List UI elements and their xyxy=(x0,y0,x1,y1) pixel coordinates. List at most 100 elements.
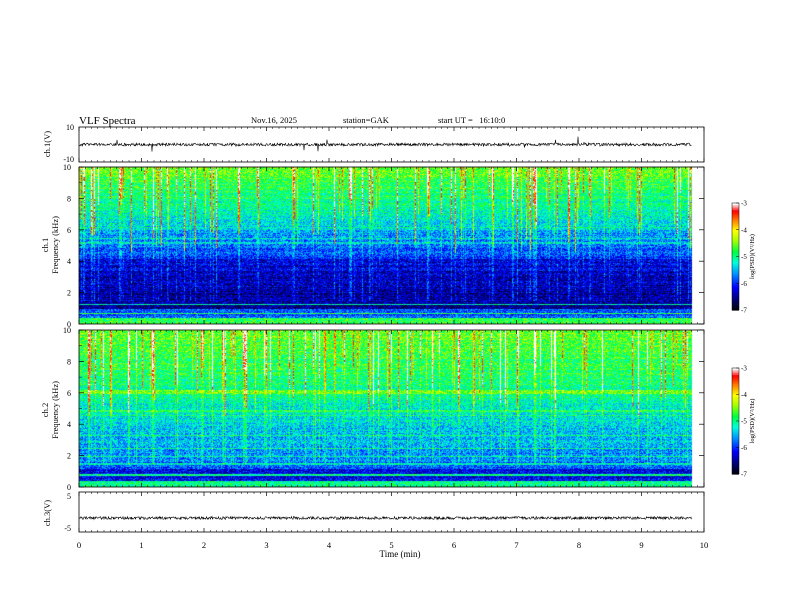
colorbar-segment xyxy=(732,447,739,450)
colorbar-tick-label: -3 xyxy=(741,200,747,208)
colorbar-segment xyxy=(732,245,739,249)
colorbar-segment xyxy=(732,206,739,209)
x-tick-label: 8 xyxy=(577,540,581,550)
colorbar-segment xyxy=(732,258,739,261)
colorbar-segment xyxy=(732,403,739,406)
colorbar-segment xyxy=(732,428,739,431)
date-label: Nov.16, 2025 xyxy=(251,115,297,125)
colorbar-segment xyxy=(732,247,739,250)
colorbar-segment xyxy=(732,227,739,231)
y-tick-label: 4 xyxy=(67,420,71,429)
y-tick-label: 8 xyxy=(67,194,71,203)
ch3-voltage-tick-top: 5 xyxy=(67,492,71,501)
ch1-voltage-trace xyxy=(78,136,692,152)
colorbar-segment xyxy=(732,304,739,308)
colorbar-segment xyxy=(732,394,739,397)
colorbar-segment xyxy=(732,445,739,449)
colorbar-segment xyxy=(732,254,739,258)
colorbar-segment xyxy=(732,383,739,387)
colorbar-segment xyxy=(732,399,739,403)
colorbar-segment xyxy=(732,389,739,392)
colorbar-segment xyxy=(732,466,739,470)
y-tick-label: 2 xyxy=(67,289,71,298)
colorbar-tick-label: -4 xyxy=(741,226,747,234)
colorbar-segment xyxy=(732,277,739,281)
colorbar-segment xyxy=(732,203,739,206)
y-tick-label: 10 xyxy=(63,326,71,335)
ch1-voltage-tick-top: 10 xyxy=(66,123,74,132)
colorbar-segment xyxy=(732,231,739,234)
colorbar-label: log(PSD)(V²/Hz) xyxy=(749,399,756,444)
colorbar-segment xyxy=(732,396,739,399)
colorbar-segment xyxy=(732,392,739,396)
colorbar-segment xyxy=(732,251,739,254)
colorbar-segment xyxy=(732,465,739,468)
colorbar-tick-label: -4 xyxy=(741,391,747,399)
colorbar-tick-label: -7 xyxy=(741,471,747,479)
colorbar-segment xyxy=(732,461,739,464)
colorbar-segment xyxy=(732,373,739,376)
colorbar-segment xyxy=(732,236,739,240)
colorbar-segment xyxy=(732,252,739,256)
x-tick-label: 2 xyxy=(202,540,206,550)
ch2-frequency-ylabel-channel: ch.2 xyxy=(40,403,50,417)
y-tick-label: 2 xyxy=(67,452,71,461)
ch1-colorbar: -3 -4 -5 -6 -7 log(PSD)(V²/Hz) xyxy=(731,200,756,315)
colorbar-segment xyxy=(732,229,739,233)
colorbar-segment xyxy=(732,208,739,211)
ch3-voltage-tick-bottom: -5 xyxy=(64,524,71,533)
colorbar-segment xyxy=(732,419,739,422)
colorbar-segment xyxy=(732,398,739,401)
colorbar-segment xyxy=(732,459,739,463)
ch1-frequency-ylabel: Frequency (kHz) xyxy=(50,216,60,274)
colorbar-segment xyxy=(732,375,739,378)
colorbar-tick-label: -6 xyxy=(741,280,747,288)
x-tick-label: 4 xyxy=(327,540,332,550)
colorbar-segment xyxy=(732,292,739,295)
colorbar-segment xyxy=(732,261,739,265)
colorbar-segment xyxy=(732,412,739,415)
colorbar-segment xyxy=(732,256,739,259)
x-tick-label: 10 xyxy=(700,540,709,550)
station-label: station=GAK xyxy=(343,115,390,125)
colorbar-segment xyxy=(732,283,739,286)
ch3-voltage-ylabel: ch.3(V) xyxy=(42,500,52,526)
colorbar-segment xyxy=(732,429,739,433)
colorbar-segment xyxy=(732,285,739,288)
colorbar-segment xyxy=(732,435,739,438)
colorbar-segment xyxy=(732,424,739,427)
colorbar-segment xyxy=(732,401,739,404)
x-tick-label: 0 xyxy=(77,540,81,550)
colorbar-segment xyxy=(732,463,739,466)
colorbar-segment xyxy=(732,263,739,267)
colorbar-segment xyxy=(732,222,739,225)
ch1-frequency-ticks: 0 2 4 6 8 10 xyxy=(63,163,704,329)
colorbar-segment xyxy=(732,276,739,279)
ch2-frequency-ticks: 0 2 4 6 8 10 xyxy=(63,326,704,492)
x-tick-label: 7 xyxy=(514,540,518,550)
colorbar-segment xyxy=(732,215,739,218)
colorbar-segment xyxy=(732,301,739,304)
colorbar-tick-label: -3 xyxy=(741,365,747,373)
y-tick-label: 6 xyxy=(67,226,71,235)
colorbar-segment xyxy=(732,371,739,374)
start-time-label: start UT = 16:10:0 xyxy=(438,115,505,125)
colorbar-segment xyxy=(732,204,739,208)
colorbar-segment xyxy=(732,442,739,445)
colorbar-segment xyxy=(732,436,739,440)
colorbar-tick-label: -5 xyxy=(741,418,747,426)
colorbar-segment xyxy=(732,438,739,442)
y-tick-label: 4 xyxy=(67,257,71,266)
colorbar-segment xyxy=(732,281,739,284)
colorbar-segment xyxy=(732,217,739,220)
colorbar-segment xyxy=(732,385,739,389)
time-axis: 0 1 2 3 4 5 6 7 8 9 10 xyxy=(77,127,708,550)
colorbar-segment xyxy=(732,406,739,410)
colorbar-segment xyxy=(732,288,739,291)
ch1-spectrogram-image xyxy=(79,167,704,324)
colorbar-segment xyxy=(732,387,739,390)
colorbar-segment xyxy=(732,293,739,297)
x-tick-label: 3 xyxy=(264,540,268,550)
colorbar-tick-label: -7 xyxy=(741,307,747,315)
colorbar-segment xyxy=(732,295,739,299)
